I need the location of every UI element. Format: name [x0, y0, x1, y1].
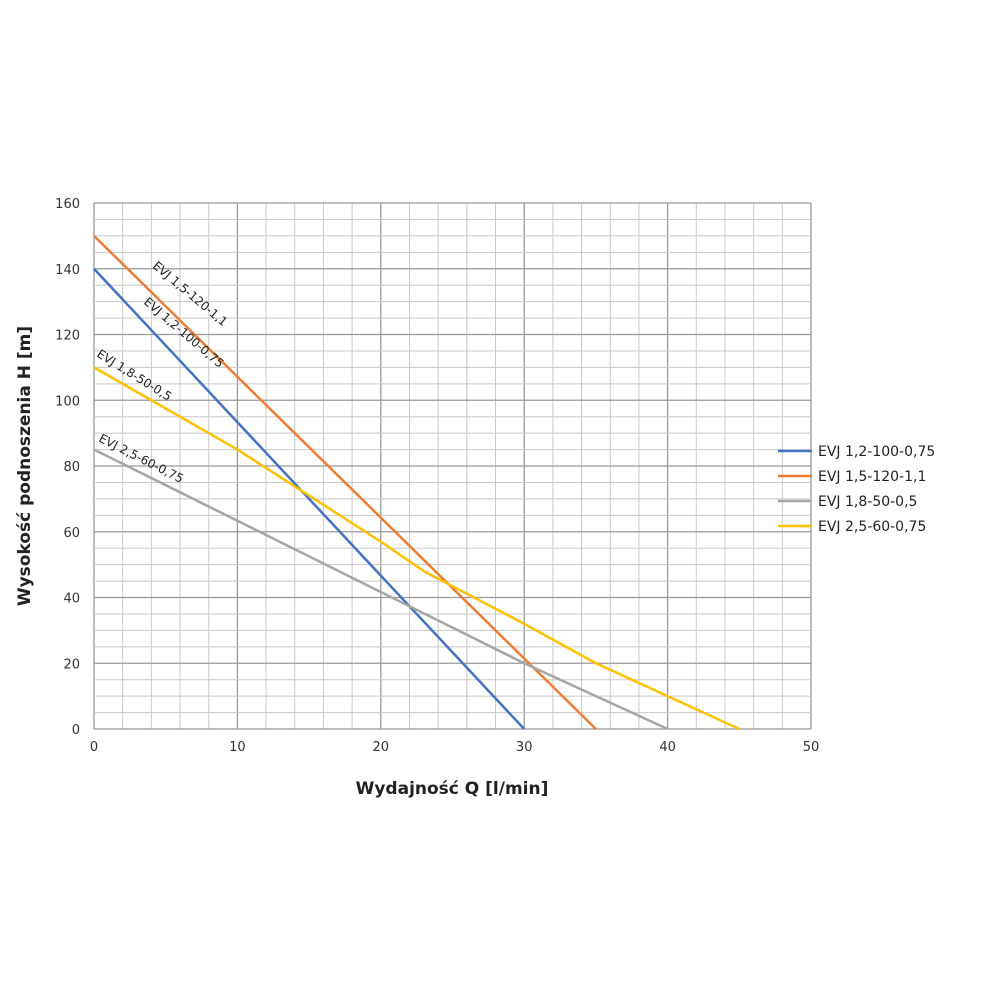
series-line [93, 234, 597, 730]
y-tick-label: 100 [55, 394, 80, 409]
y-tick-label: 80 [63, 460, 80, 475]
tick-labels: 0 10 20 30 40 50 0 20 40 60 80 100 120 140 160 [55, 197, 819, 755]
legend-label: EVJ 1,5-120-1,1 [818, 469, 926, 485]
x-tick-label: 0 [90, 740, 98, 755]
x-tick-label: 40 [659, 740, 676, 755]
series-line [93, 448, 669, 731]
x-tick-label: 20 [373, 740, 390, 755]
y-tick-label: 160 [55, 197, 80, 212]
x-axis-title: Wydajność Q [l/min] [356, 779, 549, 799]
y-axis-title: Wysokość podnoszenia H [m] [15, 326, 35, 606]
y-tick-label: 40 [63, 592, 80, 607]
y-tick-label: 140 [55, 263, 80, 278]
x-tick-label: 30 [516, 740, 533, 755]
x-tick-label: 10 [229, 740, 246, 755]
x-tick-label: 50 [803, 740, 820, 755]
y-tick-label: 120 [55, 329, 80, 344]
legend: EVJ 1,2-100-0,75 EVJ 1,5-120-1,1 EVJ 1,8-5… [778, 444, 935, 535]
series-lines [93, 234, 740, 731]
legend-label: EVJ 1,2-100-0,75 [818, 444, 935, 460]
y-tick-label: 60 [63, 526, 80, 541]
y-tick-label: 0 [72, 723, 80, 738]
y-tick-label: 20 [63, 657, 80, 672]
series-line [93, 366, 740, 731]
grid [93, 202, 812, 730]
legend-label: EVJ 2,5-60-0,75 [818, 519, 926, 535]
legend-label: EVJ 1,8-50-0,5 [818, 494, 917, 510]
series-line [93, 267, 526, 730]
